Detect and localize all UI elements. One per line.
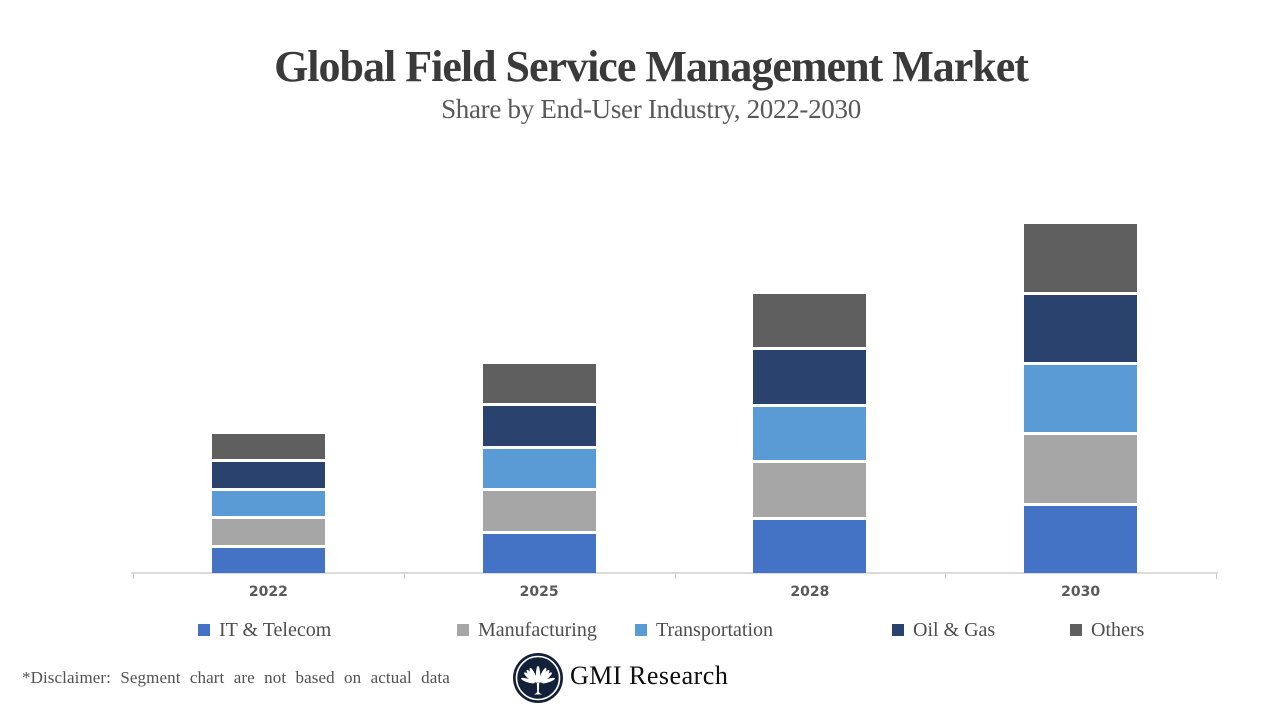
legend-label-transportation: Transportation: [656, 618, 774, 641]
legend-item-it-telecom: IT & Telecom: [198, 617, 331, 643]
chart-header: Global Field Service Management Market S…: [22, 42, 1280, 125]
chart-title: Global Field Service Management Market: [274, 42, 1029, 91]
bar-segment-manufacturing-2025: [482, 491, 596, 531]
legend-label-manufacturing: Manufacturing: [478, 618, 597, 641]
stacked-bar-2030: [1024, 224, 1138, 573]
legend-label-others: Others: [1091, 618, 1145, 641]
bar-segment-it-telecom-2025: [482, 533, 596, 574]
bar-segment-others-2030: [1024, 224, 1138, 292]
bar-segment-others-2028: [753, 294, 867, 348]
stacked-bar-2025: [482, 363, 596, 574]
bar-segment-transportation-2028: [753, 406, 867, 461]
legend-item-others: Others: [1070, 617, 1144, 643]
stacked-bar-2022: [211, 433, 325, 573]
bar-segment-manufacturing-2022: [211, 519, 325, 545]
bar-segment-it-telecom-2022: [211, 547, 325, 573]
legend-item-manufacturing: Manufacturing: [457, 617, 597, 643]
x-axis-label-2022: 2022: [248, 584, 288, 600]
legend-swatch-oil-gas: [892, 624, 904, 636]
legend-swatch-manufacturing: [457, 624, 469, 636]
bar-segment-it-telecom-2030: [1024, 505, 1138, 573]
bar-segment-others-2025: [482, 363, 596, 404]
x-axis-tick: [403, 574, 405, 579]
bar-segment-oil-gas-2022: [211, 462, 325, 488]
x-axis-tick: [133, 574, 134, 579]
x-axis-tick: [1216, 574, 1217, 579]
stacked-bar-2028: [753, 294, 867, 574]
bar-segment-oil-gas-2028: [753, 350, 867, 404]
x-axis-tick: [674, 574, 676, 579]
legend-item-oil-gas: Oil & Gas: [892, 617, 995, 643]
x-axis-label-2030: 2030: [1061, 584, 1101, 600]
legend-swatch-transportation: [635, 624, 647, 636]
legend-item-transportation: Transportation: [635, 617, 773, 643]
bar-segment-manufacturing-2028: [753, 463, 867, 517]
gmi-research-logo-icon: [513, 653, 563, 703]
legend-swatch-it-telecom: [198, 624, 210, 636]
bar-segment-transportation-2025: [482, 448, 596, 489]
x-axis-tick: [945, 574, 947, 579]
legend-label-oil-gas: Oil & Gas: [913, 618, 996, 641]
bar-segment-manufacturing-2030: [1024, 435, 1138, 503]
bar-segment-oil-gas-2025: [482, 406, 596, 446]
chart-subtitle: Share by End-User Industry, 2022-2030: [441, 94, 861, 125]
x-axis-label-2028: 2028: [790, 584, 830, 600]
disclaimer-text: *Disclaimer: Segment chart are not based…: [22, 668, 450, 687]
legend-label-it-telecom: IT & Telecom: [219, 618, 332, 641]
bar-segment-oil-gas-2030: [1024, 294, 1138, 362]
brand-name: GMI Research: [570, 661, 729, 690]
bar-segment-others-2022: [211, 433, 325, 459]
x-axis-line: [131, 572, 1218, 574]
bar-segment-it-telecom-2028: [753, 519, 867, 574]
bar-segment-transportation-2022: [211, 490, 325, 516]
x-axis-label-2025: 2025: [519, 584, 559, 600]
bar-segment-transportation-2030: [1024, 364, 1138, 433]
legend-swatch-others: [1070, 624, 1082, 636]
